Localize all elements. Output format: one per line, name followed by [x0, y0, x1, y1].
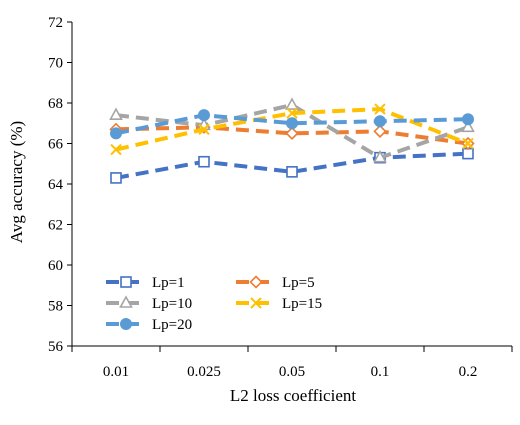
legend-marker	[250, 297, 262, 309]
legend-item: Lp=1	[106, 275, 185, 291]
data-point	[198, 123, 210, 136]
data-point	[286, 107, 298, 119]
series-lp-20	[110, 109, 474, 140]
x-tick-label: 0.05	[279, 364, 305, 380]
data-point	[198, 109, 210, 122]
legend-marker	[249, 275, 263, 289]
legend-label: Lp=5	[282, 275, 315, 291]
data-point	[374, 103, 386, 115]
y-tick-label: 70	[48, 56, 63, 72]
legend-label: Lp=1	[152, 275, 185, 291]
x-tick-label: 0.2	[459, 364, 478, 380]
y-tick-label: 66	[48, 137, 64, 153]
x-tick-label: 0.1	[371, 364, 390, 380]
y-tick-label: 58	[48, 299, 63, 315]
series-lp-15	[110, 103, 474, 156]
data-point	[285, 126, 299, 141]
legend-item: Lp=20	[106, 317, 192, 333]
data-point	[373, 124, 387, 138]
data-point	[285, 97, 299, 110]
x-axis-label: L2 loss coefficient	[230, 386, 356, 405]
data-point	[462, 113, 474, 126]
legend-item: Lp=15	[236, 296, 322, 312]
series-line	[115, 107, 469, 152]
y-axis-label: Avg accuracy (%)	[7, 121, 26, 243]
data-point	[374, 115, 386, 128]
data-point	[110, 172, 122, 184]
y-tick-label: 64	[48, 177, 64, 193]
y-tick-label: 56	[48, 339, 64, 355]
legend-marker	[120, 318, 132, 330]
data-point	[110, 127, 122, 140]
legend-label: Lp=15	[282, 296, 322, 312]
legend-item: Lp=5	[236, 275, 315, 291]
legend-label: Lp=10	[152, 296, 192, 312]
legend-item: Lp=10	[106, 295, 192, 312]
y-tick-label: 62	[48, 218, 63, 234]
x-tick-label: 0.01	[103, 364, 129, 380]
data-point	[373, 150, 387, 163]
series-lp-1	[110, 147, 474, 184]
data-point	[461, 119, 475, 133]
data-point	[110, 143, 122, 156]
data-point	[198, 155, 210, 168]
data-point	[462, 137, 474, 150]
series-line	[115, 103, 469, 160]
data-point	[286, 117, 298, 130]
data-point	[286, 166, 298, 178]
y-tick-label: 72	[48, 15, 63, 31]
y-tick-label: 68	[48, 96, 63, 112]
data-point	[109, 107, 123, 120]
legend-marker	[119, 295, 133, 308]
y-tick-label: 60	[48, 258, 63, 274]
legend-marker	[120, 276, 132, 288]
legend-label: Lp=20	[152, 317, 192, 333]
x-tick-label: 0.025	[187, 364, 221, 380]
